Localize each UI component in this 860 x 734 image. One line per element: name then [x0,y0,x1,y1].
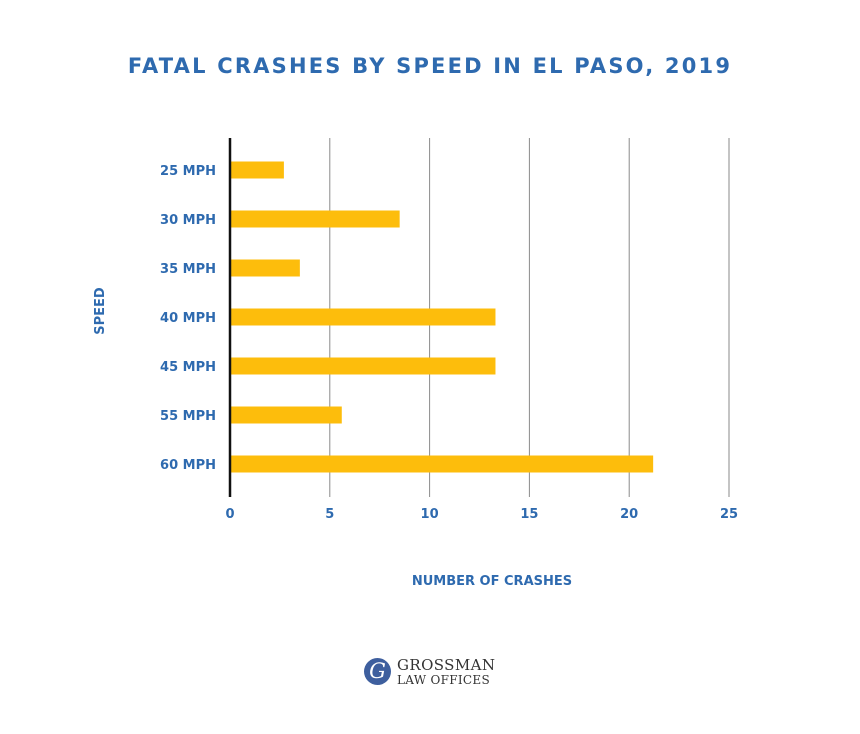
bars [230,161,654,473]
y-tick-label: 55 MPH [160,409,216,424]
x-tick-label: 0 [225,507,234,522]
bar [230,259,300,277]
y-tick-labels: 25 MPH 30 MPH 35 MPH 40 MPH 45 MPH 55 MPH 60 M… [160,164,216,473]
x-tick-labels: 0 5 10 15 20 25 [225,507,738,522]
x-tick-label: 5 [325,507,334,522]
y-tick-label: 45 MPH [160,360,216,375]
y-tick-label: 35 MPH [160,262,216,277]
chart-title: FATAL CRASHES BY SPEED IN EL PASO, 2019 [127,54,733,78]
bar [230,308,496,326]
x-tick-label: 10 [421,507,439,522]
y-tick-label: 25 MPH [160,164,216,179]
bar [230,406,342,424]
logo-name: GROSSMAN [397,656,496,674]
x-tick-label: 20 [620,507,638,522]
logo-subtitle: LAW OFFICES [397,673,490,687]
bar [230,210,400,228]
bar [230,357,496,375]
y-tick-label: 40 MPH [160,311,216,326]
x-axis-title: NUMBER OF CRASHES [412,574,572,589]
y-tick-label: 30 MPH [160,213,216,228]
bar [230,161,284,179]
y-tick-label: 60 MPH [160,458,216,473]
logo-mark-icon: G [364,658,391,685]
x-tick-label: 15 [520,507,538,522]
grossman-logo: G GROSSMAN LAW OFFICES [364,656,514,692]
bar [230,455,654,473]
y-axis-title: SPEED [93,287,108,335]
x-tick-label: 25 [720,507,738,522]
